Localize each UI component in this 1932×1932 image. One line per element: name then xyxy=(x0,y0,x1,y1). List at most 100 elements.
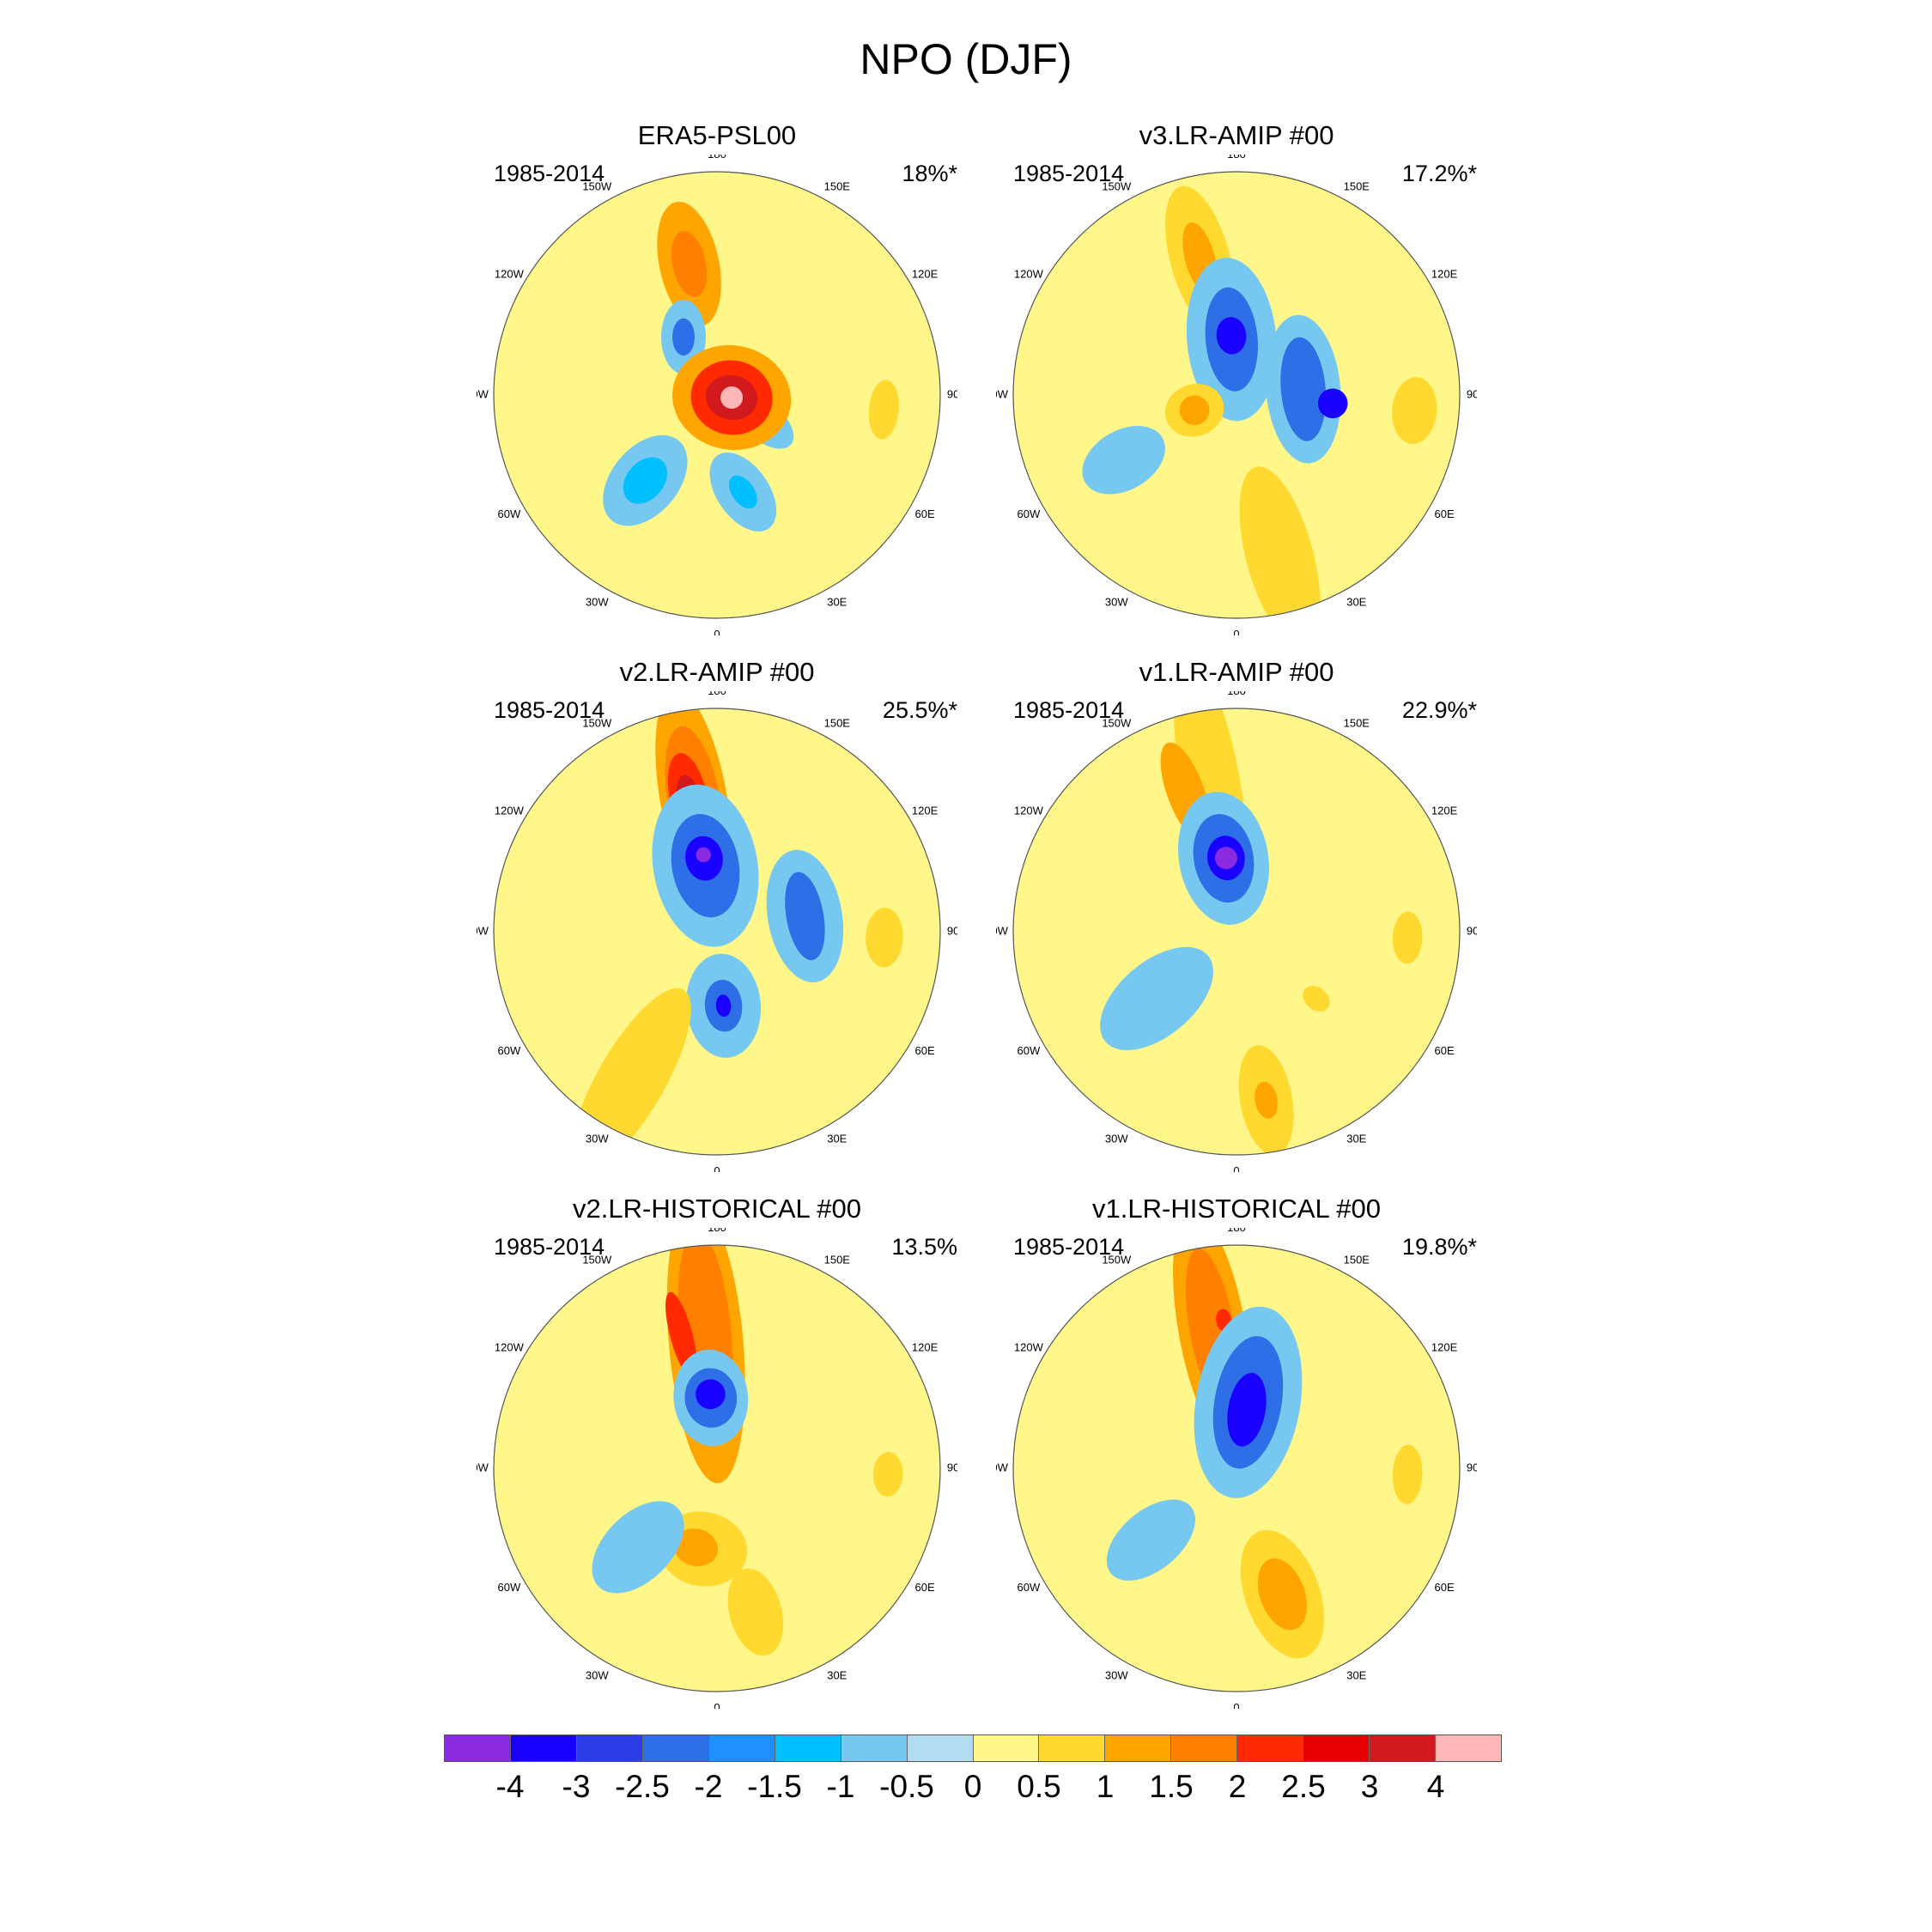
longitude-label: 90E xyxy=(947,1461,957,1473)
panel-variance: 25.5%* xyxy=(882,697,957,723)
anomaly-field xyxy=(1082,185,1437,618)
longitude-label: 150W xyxy=(1102,179,1132,192)
longitude-label: 90W xyxy=(996,1461,1009,1473)
panel-variance: 22.9%* xyxy=(1401,697,1477,723)
anomaly-contour xyxy=(672,318,695,356)
anomaly-contour xyxy=(868,380,899,440)
map-boundary xyxy=(1012,171,1461,619)
figure-title: NPO (DJF) xyxy=(860,35,1072,83)
anomaly-contour xyxy=(592,1501,684,1594)
longitude-label: 90W xyxy=(996,924,1009,937)
longitude-label: 180 xyxy=(708,691,726,697)
panel-title: v2.LR-AMIP #00 xyxy=(619,657,815,687)
longitude-label: 30E xyxy=(827,1133,847,1145)
colorbar-swatch xyxy=(708,1735,775,1761)
anomaly-contour xyxy=(785,872,825,961)
colorbar-swatch xyxy=(841,1735,908,1761)
longitude-label: 150E xyxy=(1344,179,1370,192)
panel-title: v1.LR-HISTORICAL #00 xyxy=(1092,1194,1381,1224)
colorbar-tick-label: -3 xyxy=(562,1769,591,1804)
longitude-label: 180 xyxy=(1227,1228,1246,1234)
anomaly-contour xyxy=(696,847,711,863)
longitude-label: 30E xyxy=(827,1669,847,1682)
panel-v3-amip: v3.LR-AMIP #00 1985-2014 17.2%* 180150E1… xyxy=(970,120,1503,635)
colorbar-tick-label: 1.5 xyxy=(1149,1769,1194,1804)
map-boundary xyxy=(1012,1244,1461,1692)
longitude-label: 0 xyxy=(1233,628,1239,635)
longitude-label: 60E xyxy=(1435,1581,1455,1594)
longitude-label: 90W xyxy=(477,924,489,937)
longitude-label: 120W xyxy=(1014,268,1044,281)
polar-map: 180 150E 120E 90E 60E 30E 0 30W 60W 90W 120W 150W xyxy=(477,691,957,1172)
map-boundary xyxy=(493,708,941,1156)
anomaly-contour xyxy=(1100,946,1214,1051)
panel-period: 1985-2014 xyxy=(1013,697,1125,723)
longitude-label: 180 xyxy=(1227,155,1246,161)
longitude-label: 120E xyxy=(912,805,939,817)
map-boundary xyxy=(493,1244,941,1692)
polar-map: 180 150E 120E 90E 60E 30E 0 30W 60W 90W 120W 150W xyxy=(477,1228,957,1709)
polar-map: 180 150E 120E 90E 60E 30E 0 30W 60W 90W 120W 150W xyxy=(996,155,1477,635)
colorbar-labels: -4 -3 -2.5 -2 -1.5 -1 -0.5 0 0.5 1 1.5 2 2.5 3 4 xyxy=(444,1769,1502,1812)
panel-v1-amip: v1.LR-AMIP #00 1985-2014 22.9%* 180150E1… xyxy=(970,657,1503,1172)
longitude-label: 30W xyxy=(1105,596,1128,609)
panel-v2-historical: v2.LR-HISTORICAL #00 1985-2014 13.5% 180… xyxy=(451,1194,983,1709)
anomaly-contour xyxy=(1280,337,1327,441)
panel-period: 1985-2014 xyxy=(494,1234,605,1260)
anomaly-contour xyxy=(727,1568,784,1656)
longitude-label: 120E xyxy=(1431,1341,1458,1354)
polar-map: 180 150E 120E 90E 60E 30E 0 30W 60W 90W 120W 150W xyxy=(996,1228,1477,1709)
colorbar-swatch xyxy=(1237,1735,1304,1761)
longitude-label: 120W xyxy=(1014,1341,1044,1354)
anomaly-contour xyxy=(1255,1081,1278,1119)
longitude-label: 150E xyxy=(824,179,851,192)
colorbar-tick-label: -1.5 xyxy=(747,1769,802,1804)
panel-title: v1.LR-AMIP #00 xyxy=(1139,657,1334,687)
longitude-label: 120E xyxy=(912,1341,939,1354)
longitude-label: 150W xyxy=(1102,716,1132,729)
longitude-label: 0 xyxy=(1233,1164,1239,1172)
longitude-label: 60W xyxy=(1018,1581,1041,1594)
panel-title: ERA5-PSL00 xyxy=(637,120,797,150)
panel-title: v2.LR-HISTORICAL #00 xyxy=(573,1194,861,1224)
longitude-label: 120W xyxy=(495,805,525,817)
anomaly-contour xyxy=(1214,847,1237,870)
longitude-label: 30E xyxy=(1346,1669,1366,1682)
longitude-label: 120E xyxy=(1431,268,1458,281)
longitude-label: 150E xyxy=(1344,716,1370,729)
colorbar-tick-label: 0.5 xyxy=(1017,1769,1061,1804)
longitude-label: 90E xyxy=(947,924,957,937)
anomaly-contour xyxy=(696,1379,726,1410)
longitude-label: 150W xyxy=(582,1253,612,1266)
longitude-label: 90E xyxy=(1467,924,1477,937)
map-boundary xyxy=(493,171,941,619)
colorbar-swatch xyxy=(973,1735,1040,1761)
colorbar-tick-label: 1 xyxy=(1096,1769,1115,1804)
anomaly-contour xyxy=(1392,377,1437,445)
longitude-label: 60E xyxy=(1435,507,1455,520)
anomaly-contour xyxy=(1106,1499,1195,1581)
anomaly-contour xyxy=(1317,388,1348,419)
longitude-label: 60W xyxy=(498,1044,521,1057)
anomaly-contour xyxy=(665,1291,697,1379)
longitude-label: 120E xyxy=(912,268,939,281)
longitude-label: 120E xyxy=(1431,805,1458,817)
colorbar-swatch xyxy=(1370,1735,1437,1761)
longitude-label: 150E xyxy=(824,716,851,729)
longitude-label: 90W xyxy=(996,387,1009,400)
anomaly-contour xyxy=(1227,1372,1267,1447)
anomaly-contour xyxy=(720,386,744,409)
colorbar-swatch xyxy=(1436,1735,1501,1761)
panel-variance: 18%* xyxy=(902,161,957,186)
longitude-label: 30W xyxy=(586,1669,609,1682)
colorbar-swatch xyxy=(445,1735,511,1761)
anomaly-contour xyxy=(728,475,757,509)
panel-period: 1985-2014 xyxy=(1013,161,1125,186)
polar-map: 180 150E 120E 90E 60E 30E 0 30W 60W 90W 120W 150W xyxy=(477,155,957,635)
panel-variance: 13.5% xyxy=(891,1234,957,1260)
panel-variance: 17.2%* xyxy=(1401,161,1477,186)
longitude-label: 90W xyxy=(477,387,489,400)
longitude-label: 150E xyxy=(1344,1253,1370,1266)
anomaly-contour xyxy=(715,994,732,1018)
anomaly-contour xyxy=(1179,395,1210,426)
